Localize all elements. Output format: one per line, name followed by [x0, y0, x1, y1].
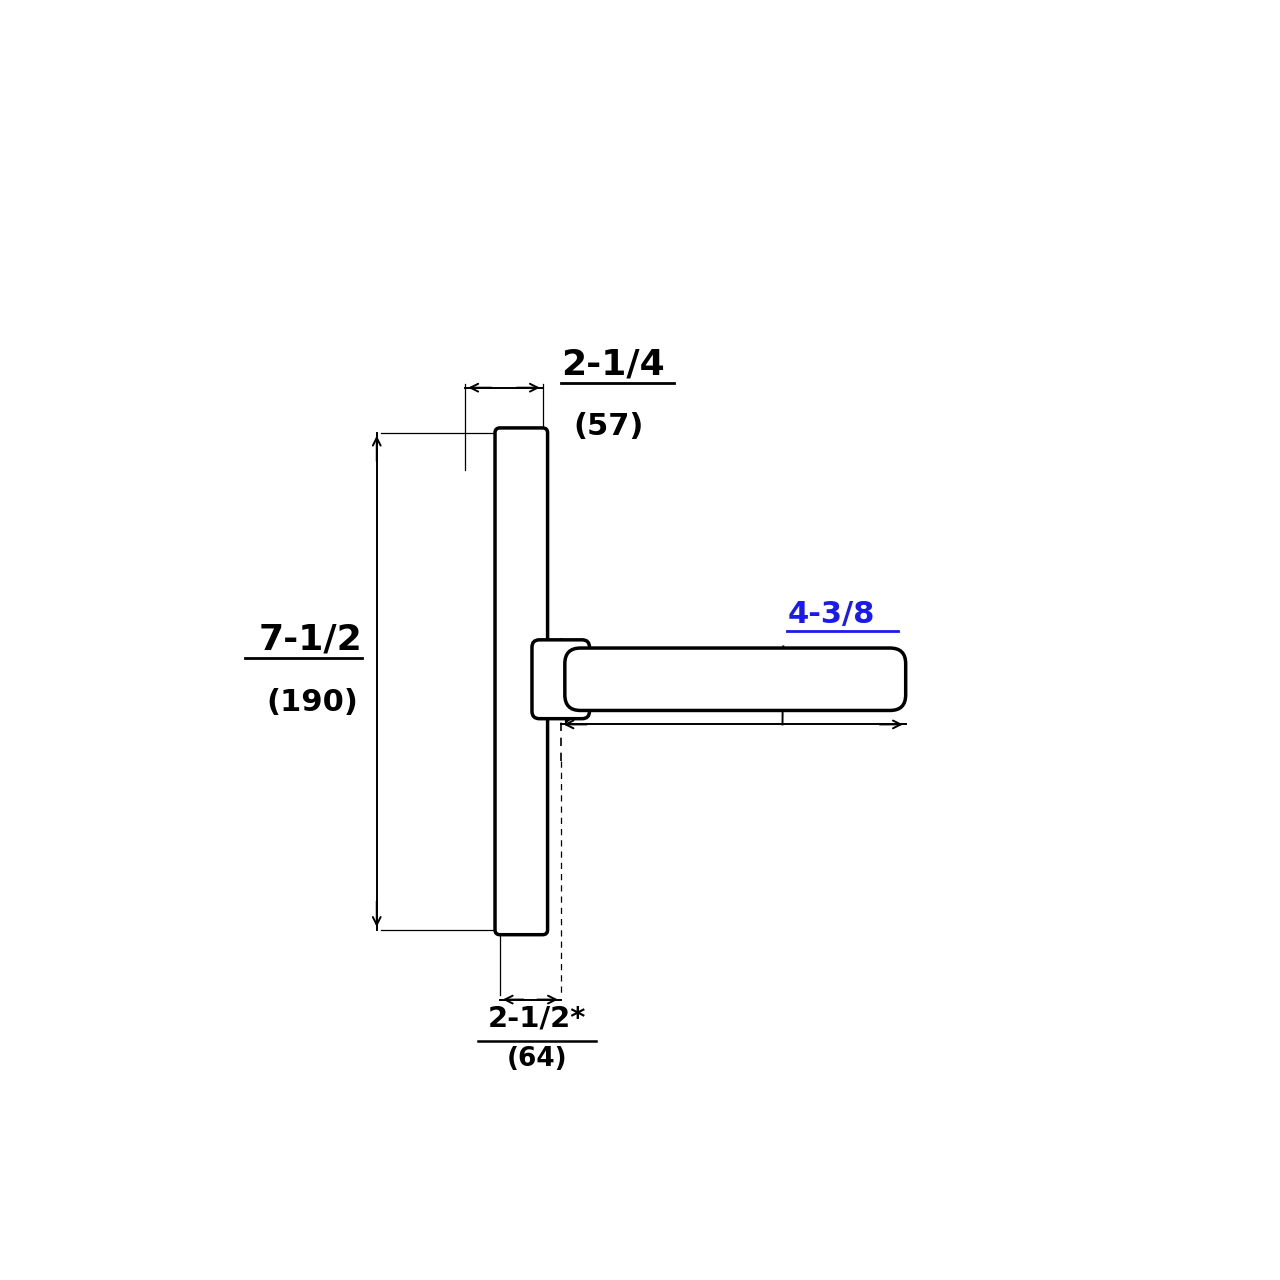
Text: (64): (64)	[507, 1046, 567, 1071]
FancyBboxPatch shape	[564, 648, 906, 710]
FancyBboxPatch shape	[495, 428, 548, 934]
Text: (57): (57)	[573, 412, 644, 442]
Text: (111): (111)	[801, 657, 888, 685]
Text: 2-1/4: 2-1/4	[561, 347, 664, 381]
Text: 7-1/2: 7-1/2	[259, 622, 362, 657]
Text: 4-3/8: 4-3/8	[787, 600, 874, 630]
Text: (190): (190)	[266, 687, 358, 717]
Text: 2-1/2*: 2-1/2*	[488, 1005, 586, 1033]
FancyBboxPatch shape	[532, 640, 590, 718]
